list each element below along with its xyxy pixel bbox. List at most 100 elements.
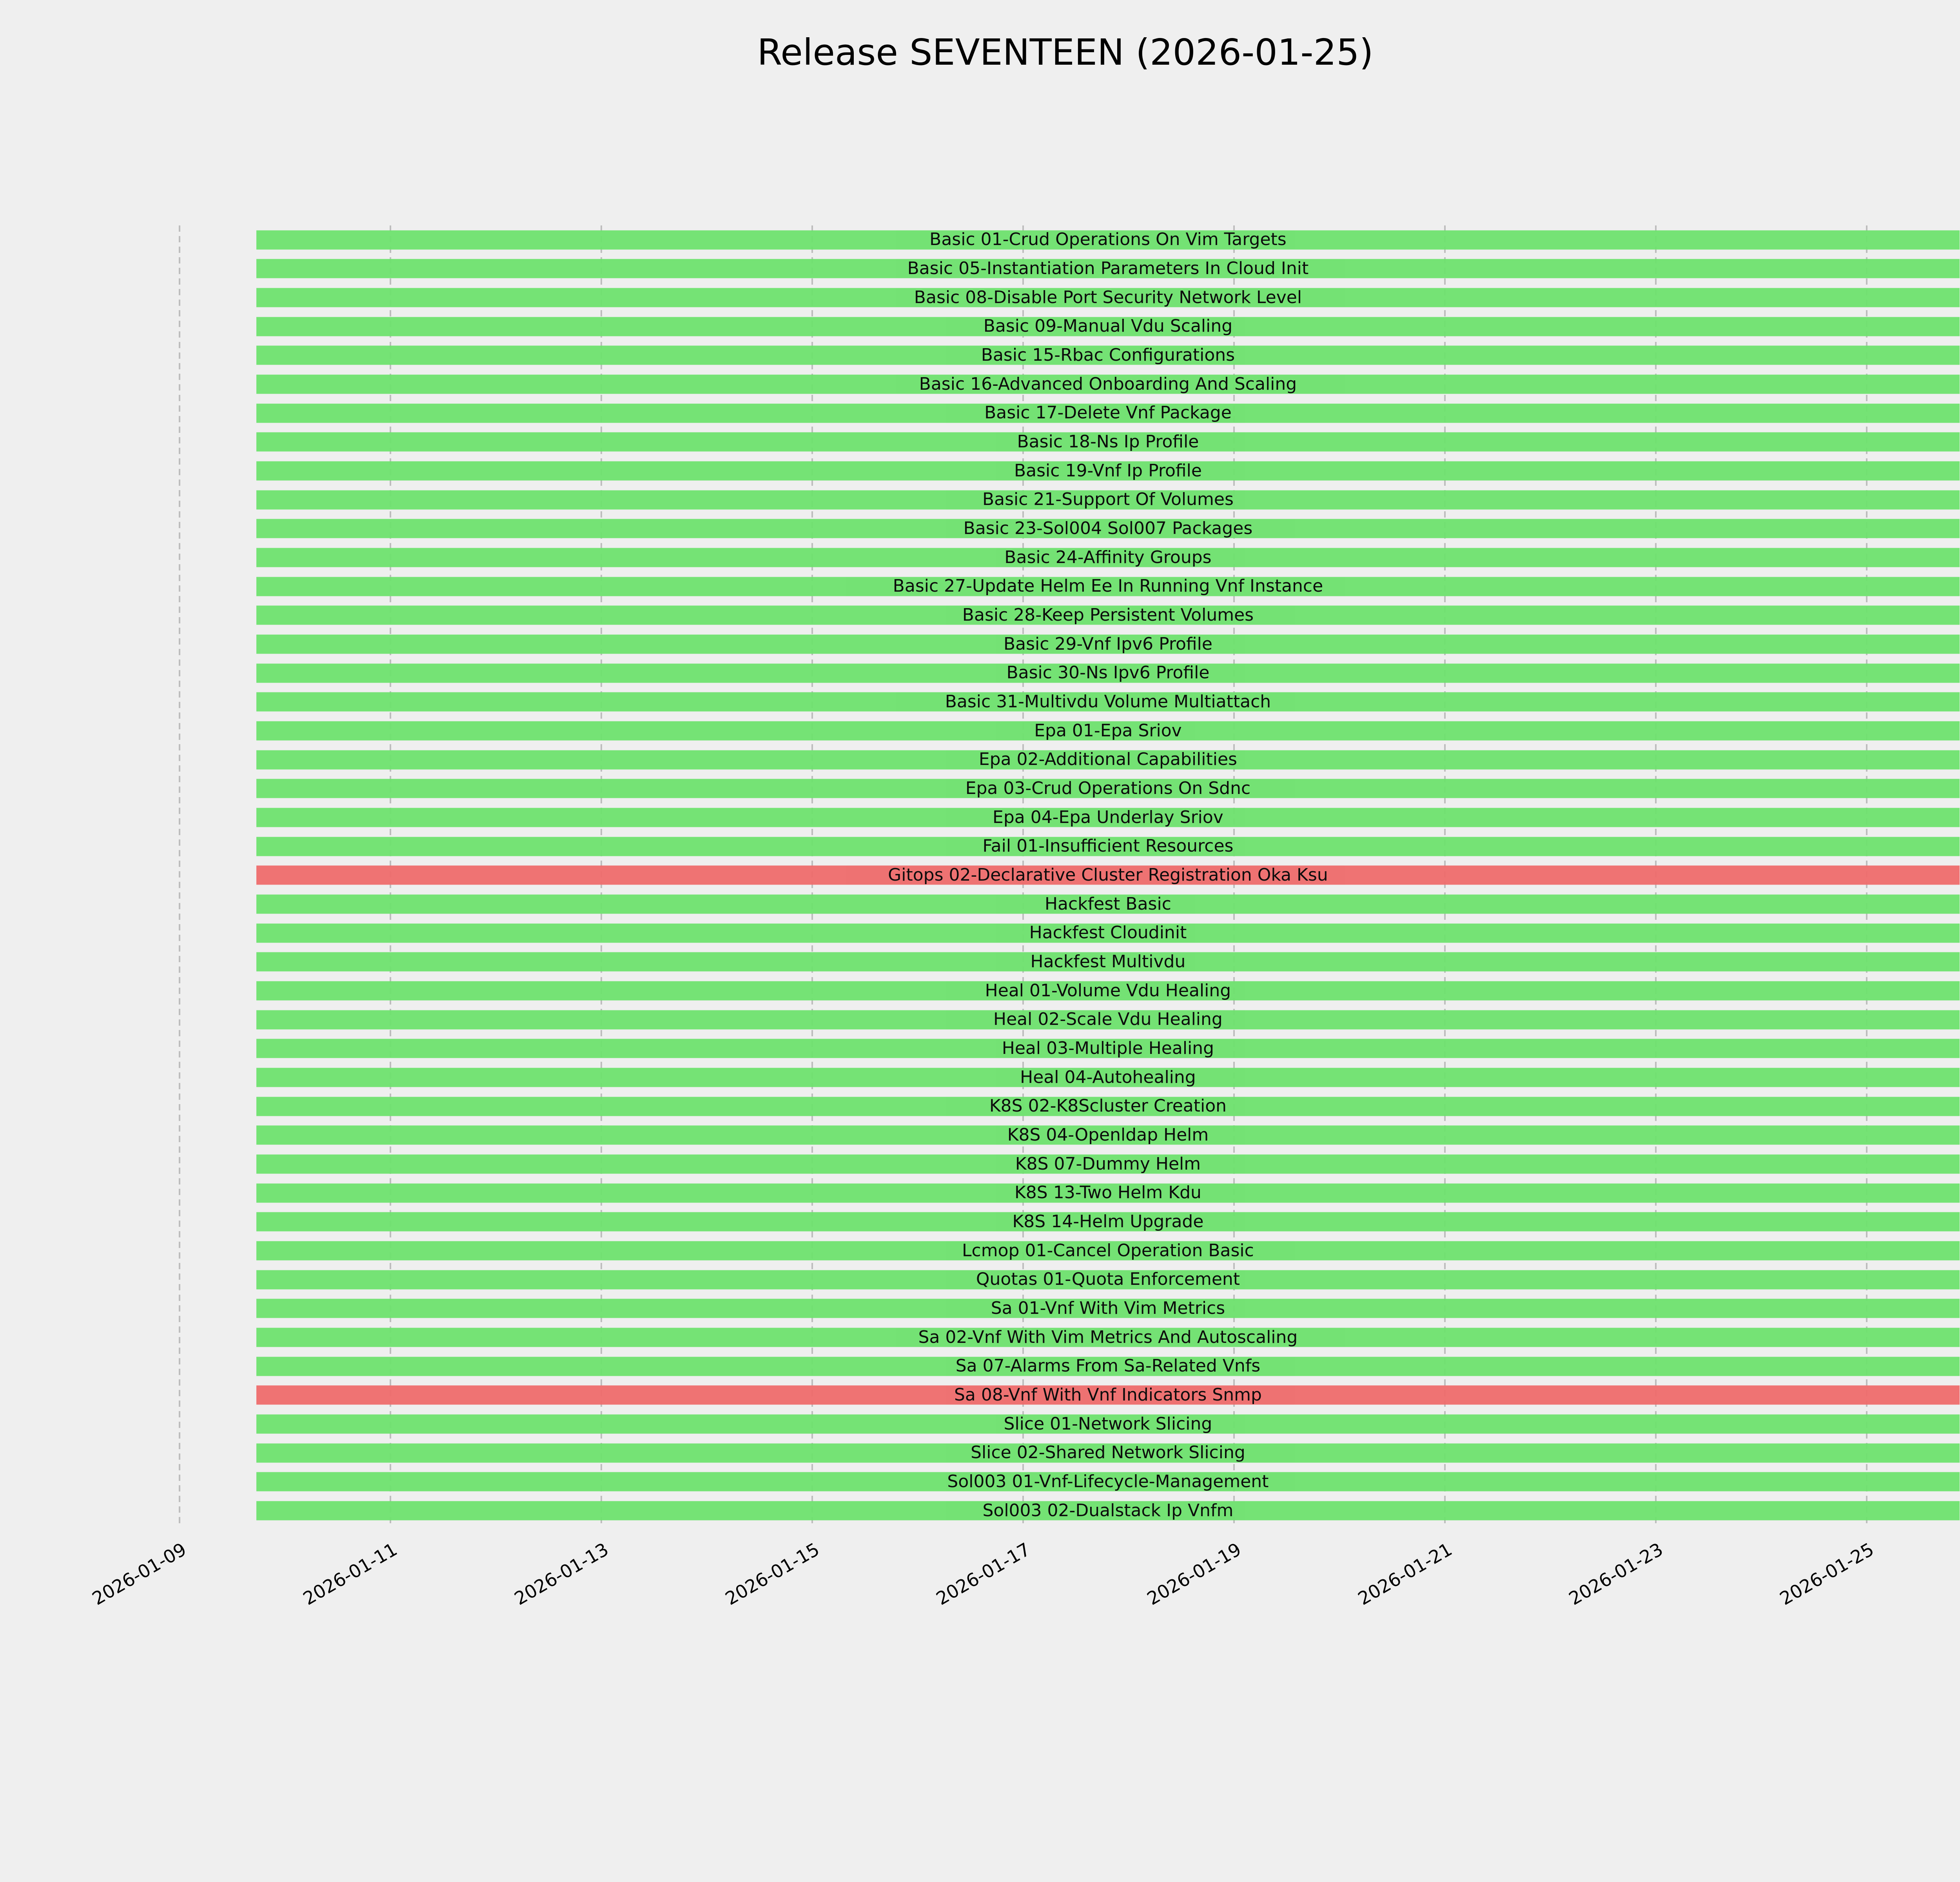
task-row: Sa 07-Alarms From Sa-Related Vnfs	[158, 1352, 1960, 1381]
task-label: K8S 04-Openldap Helm	[1007, 1125, 1209, 1145]
task-row: Epa 03-Crud Operations On Sdnc	[158, 774, 1960, 803]
task-bar: Sa 02-Vnf With Vim Metrics And Autoscali…	[256, 1328, 1960, 1347]
task-row: Quotas 01-Quota Enforcement	[158, 1265, 1960, 1294]
task-bar: Basic 15-Rbac Configurations	[256, 345, 1960, 365]
task-bar: Basic 17-Delete Vnf Package	[256, 403, 1960, 423]
task-label: Basic 09-Manual Vdu Scaling	[983, 316, 1233, 336]
task-row: K8S 13-Two Helm Kdu	[158, 1179, 1960, 1208]
task-label: Basic 01-Crud Operations On Vim Targets	[929, 229, 1287, 250]
task-bar: Basic 30-Ns Ipv6 Profile	[256, 663, 1960, 683]
task-label: Hackfest Basic	[1044, 894, 1171, 914]
task-bar: Basic 29-Vnf Ipv6 Profile	[256, 634, 1960, 654]
x-tick-label: 2026-01-11	[299, 1539, 401, 1610]
task-row: Epa 04-Epa Underlay Sriov	[158, 803, 1960, 832]
task-label: Basic 31-Multivdu Volume Multiattach	[945, 692, 1271, 712]
task-label: Epa 02-Additional Capabilities	[978, 749, 1237, 770]
x-tick-label: 2026-01-23	[1565, 1539, 1666, 1610]
task-label: Heal 02-Scale Vdu Healing	[993, 1009, 1223, 1030]
task-label: Sol003 02-Dualstack Ip Vnfm	[982, 1500, 1234, 1520]
task-label: Slice 02-Shared Network Slicing	[971, 1442, 1245, 1463]
task-bar: Heal 02-Scale Vdu Healing	[256, 1009, 1960, 1030]
task-label: Basic 21-Support Of Volumes	[982, 489, 1234, 510]
task-row: Sol003 01-Vnf-Lifecycle-Management	[158, 1468, 1960, 1497]
task-row: Heal 01-Volume Vdu Healing	[158, 976, 1960, 1005]
task-row: Basic 08-Disable Port Security Network L…	[158, 283, 1960, 312]
task-label: Fail 01-Insufficient Resources	[982, 836, 1234, 856]
x-tick-label: 2026-01-15	[721, 1539, 823, 1610]
task-bar: Basic 19-Vnf Ip Profile	[256, 461, 1960, 481]
task-row: K8S 14-Helm Upgrade	[158, 1208, 1960, 1237]
x-tick-label: 2026-01-17	[932, 1539, 1034, 1610]
task-label: Gitops 02-Declarative Cluster Registrati…	[888, 865, 1328, 885]
task-bar: Basic 01-Crud Operations On Vim Targets	[256, 229, 1960, 250]
task-bar: Epa 04-Epa Underlay Sriov	[256, 808, 1960, 827]
task-row: Slice 01-Network Slicing	[158, 1410, 1960, 1439]
task-label: K8S 02-K8Scluster Creation	[989, 1096, 1227, 1116]
task-bar: K8S 14-Helm Upgrade	[256, 1212, 1960, 1232]
task-row: K8S 02-K8Scluster Creation	[158, 1092, 1960, 1121]
task-bar: Epa 01-Epa Sriov	[256, 721, 1960, 741]
task-label: Sa 07-Alarms From Sa-Related Vnfs	[955, 1356, 1261, 1376]
task-bar: Fail 01-Insufficient Resources	[256, 836, 1960, 856]
task-label: Epa 04-Epa Underlay Sriov	[993, 807, 1223, 827]
task-row: Hackfest Cloudinit	[158, 919, 1960, 948]
task-row: Hackfest Multivdu	[158, 948, 1960, 977]
task-row: Sol003 02-Dualstack Ip Vnfm	[158, 1496, 1960, 1525]
task-bar: Sol003 01-Vnf-Lifecycle-Management	[256, 1472, 1960, 1491]
task-bar: K8S 13-Two Helm Kdu	[256, 1183, 1960, 1203]
x-axis: 2026-01-09 2026-01-11 2026-01-13 2026-01-15…	[89, 1525, 1960, 1745]
task-label: Sa 01-Vnf With Vim Metrics	[991, 1298, 1225, 1319]
task-row: Epa 02-Additional Capabilities	[158, 745, 1960, 774]
task-row: K8S 07-Dummy Helm	[158, 1150, 1960, 1179]
task-label: Epa 01-Epa Sriov	[1034, 720, 1182, 741]
task-row: Basic 05-Instantiation Parameters In Clo…	[158, 254, 1960, 283]
chart-title: Release SEVENTEEN (2026-01-25)	[757, 31, 1374, 73]
task-label: Sa 08-Vnf With Vnf Indicators Snmp	[954, 1385, 1262, 1405]
task-bar: K8S 02-K8Scluster Creation	[256, 1096, 1960, 1116]
task-label: Quotas 01-Quota Enforcement	[976, 1269, 1240, 1290]
task-label: Heal 01-Volume Vdu Healing	[985, 980, 1231, 1001]
task-row: Heal 02-Scale Vdu Healing	[158, 1005, 1960, 1034]
task-bar: Basic 09-Manual Vdu Scaling	[256, 316, 1960, 336]
task-row: Sa 02-Vnf With Vim Metrics And Autoscali…	[158, 1323, 1960, 1352]
task-row: Basic 21-Support Of Volumes	[158, 485, 1960, 514]
task-bar: Slice 02-Shared Network Slicing	[256, 1442, 1960, 1463]
task-bar: Sa 07-Alarms From Sa-Related Vnfs	[256, 1356, 1960, 1376]
task-row: Slice 02-Shared Network Slicing	[158, 1439, 1960, 1468]
task-label: K8S 14-Helm Upgrade	[1012, 1212, 1204, 1232]
task-bar: Quotas 01-Quota Enforcement	[256, 1269, 1960, 1290]
task-label: Basic 24-Affinity Groups	[1004, 547, 1212, 567]
task-row: Lcmop 01-Cancel Operation Basic	[158, 1236, 1960, 1265]
task-bar: Sa 01-Vnf With Vim Metrics	[256, 1299, 1960, 1318]
task-label: Basic 15-Rbac Configurations	[981, 345, 1235, 365]
task-row: Basic 28-Keep Persistent Volumes	[158, 601, 1960, 630]
task-bar: Basic 08-Disable Port Security Network L…	[256, 288, 1960, 307]
task-bar: Basic 18-Ns Ip Profile	[256, 432, 1960, 452]
task-row: Basic 15-Rbac Configurations	[158, 341, 1960, 370]
task-row: Hackfest Basic	[158, 890, 1960, 919]
task-bar: Hackfest Basic	[256, 894, 1960, 914]
task-row: Basic 29-Vnf Ipv6 Profile	[158, 630, 1960, 659]
task-label: Heal 04-Autohealing	[1020, 1067, 1196, 1087]
task-bar: Basic 23-Sol004 Sol007 Packages	[256, 519, 1960, 538]
task-label: Sa 02-Vnf With Vim Metrics And Autoscali…	[918, 1327, 1298, 1347]
task-bar: Heal 04-Autohealing	[256, 1068, 1960, 1087]
task-label: Hackfest Multivdu	[1030, 952, 1186, 972]
x-tick-label: 2026-01-13	[510, 1539, 612, 1610]
task-bar: K8S 07-Dummy Helm	[256, 1154, 1960, 1174]
task-label: Basic 23-Sol004 Sol007 Packages	[963, 518, 1253, 539]
task-label: Slice 01-Network Slicing	[1004, 1413, 1212, 1434]
task-row: Basic 09-Manual Vdu Scaling	[158, 312, 1960, 341]
task-row: Basic 17-Delete Vnf Package	[158, 399, 1960, 428]
task-label: K8S 13-Two Helm Kdu	[1014, 1183, 1201, 1203]
task-bar: Lcmop 01-Cancel Operation Basic	[256, 1241, 1960, 1261]
x-tick-label: 2026-01-25	[1776, 1539, 1877, 1610]
task-row: K8S 04-Openldap Helm	[158, 1121, 1960, 1150]
task-row: Gitops 02-Declarative Cluster Registrati…	[158, 861, 1960, 890]
task-bar: Heal 03-Multiple Healing	[256, 1039, 1960, 1058]
task-row: Basic 16-Advanced Onboarding And Scaling	[158, 370, 1960, 399]
task-bar: Gitops 02-Declarative Cluster Registrati…	[256, 865, 1960, 885]
task-row: Basic 24-Affinity Groups	[158, 543, 1960, 572]
plot-area: Basic 01-Crud Operations On Vim Targets B…	[158, 225, 1960, 1525]
